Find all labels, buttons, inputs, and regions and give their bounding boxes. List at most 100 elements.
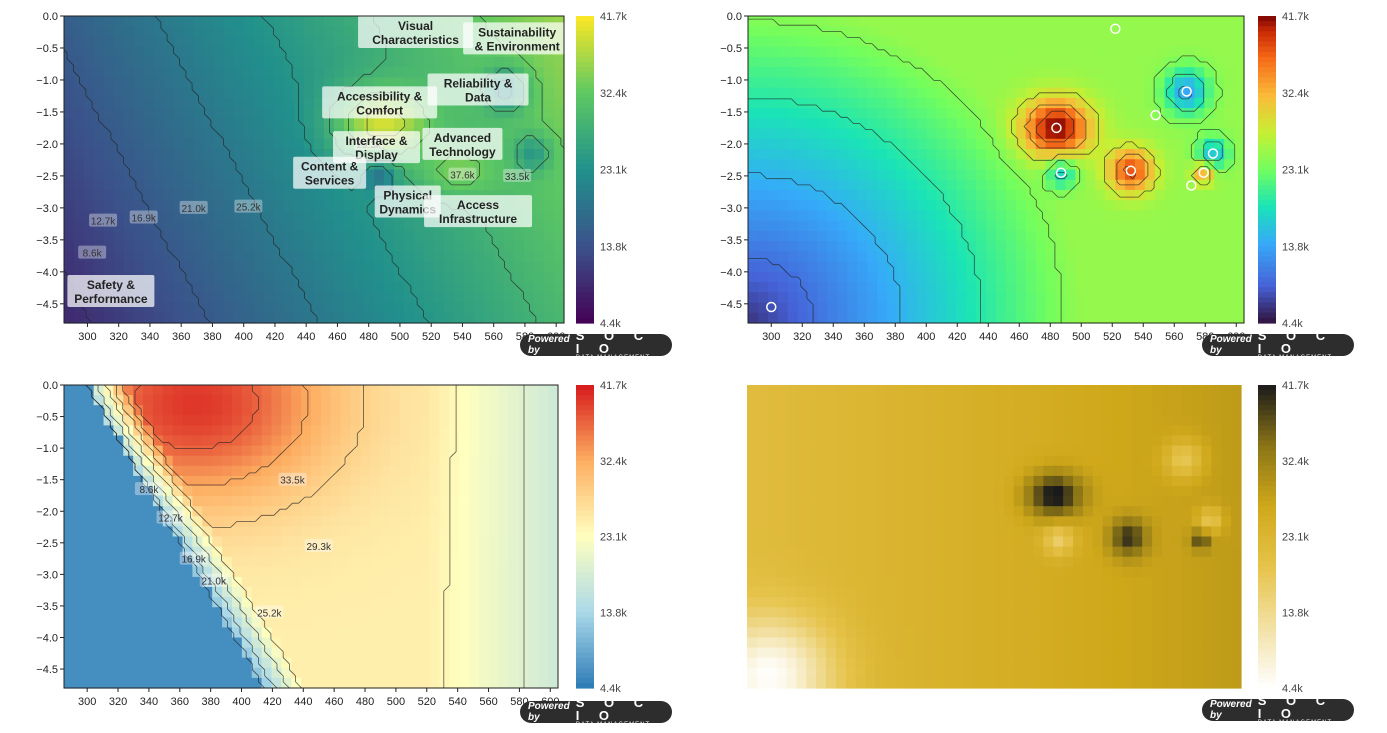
heatmap-cell <box>817 303 828 314</box>
heatmap-cell <box>907 313 918 324</box>
heatmap-cell <box>469 567 479 578</box>
heatmap-cell <box>946 118 957 129</box>
heatmap-cell <box>1006 221 1017 232</box>
heatmap-cell <box>164 210 175 221</box>
heatmap-cell <box>244 303 255 314</box>
heatmap-cell <box>404 47 415 58</box>
heatmap-cell <box>976 129 987 140</box>
heatmap-cell <box>183 395 193 406</box>
heatmap-cell <box>464 241 475 252</box>
heatmap-cell <box>1085 170 1096 181</box>
heatmap-cell <box>837 98 848 109</box>
heatmap-cell <box>877 77 888 88</box>
colorbar-step <box>1258 113 1276 119</box>
heatmap-cell <box>84 180 95 191</box>
heatmap-cell <box>370 567 380 578</box>
heatmap-cell <box>479 415 489 426</box>
heatmap-cell <box>464 303 475 314</box>
y-tick-label: −3.0 <box>36 569 58 581</box>
heatmap-cell <box>1194 231 1205 242</box>
heatmap-cell <box>183 466 193 477</box>
heatmap-cell <box>837 149 848 160</box>
heatmap-cell <box>173 617 183 628</box>
heatmap-cell <box>548 395 558 406</box>
heatmap-cell <box>242 405 252 416</box>
heatmap-cell <box>173 648 183 659</box>
heatmap-cell <box>1204 313 1215 324</box>
heatmap-cell <box>986 149 997 160</box>
heatmap-cell <box>410 456 420 467</box>
heatmap-cell <box>351 668 361 679</box>
heatmap-cell <box>1026 77 1037 88</box>
heatmap-cell <box>1095 36 1106 47</box>
heatmap-cell <box>351 567 361 578</box>
heatmap-cell <box>304 241 315 252</box>
heatmap-cell <box>788 149 799 160</box>
heatmap-cell <box>94 262 105 273</box>
heatmap-cell <box>956 57 967 68</box>
heatmap-cell <box>174 77 185 88</box>
heatmap-cell <box>867 139 878 150</box>
heatmap-cell <box>94 98 105 109</box>
heatmap-cell <box>113 547 123 558</box>
heatmap-cell <box>420 638 430 649</box>
heatmap-cell <box>163 617 173 628</box>
heatmap-cell <box>817 262 828 273</box>
heatmap-cell <box>354 190 365 201</box>
heatmap-cell <box>837 36 848 47</box>
heatmap-cell <box>748 251 759 262</box>
heatmap-cell <box>469 617 479 628</box>
heatmap-cell <box>1184 272 1195 283</box>
colorbar-step <box>576 415 594 421</box>
heatmap-cell <box>144 200 155 211</box>
heatmap-cell <box>284 118 295 129</box>
heatmap-cell <box>1234 241 1245 252</box>
heatmap-cell <box>1145 303 1156 314</box>
heatmap-cell <box>360 395 370 406</box>
heatmap-cell <box>331 577 341 588</box>
heatmap-cell <box>224 303 235 314</box>
colorbar-step <box>1258 205 1276 211</box>
heatmap-cell <box>174 170 185 181</box>
heatmap-cell <box>212 587 222 598</box>
heatmap-cell <box>1065 272 1076 283</box>
colorbar-step <box>576 134 594 140</box>
heatmap-cell <box>124 36 135 47</box>
heatmap-cell <box>464 272 475 283</box>
heatmap-cell <box>986 26 997 37</box>
heatmap-cell <box>479 436 489 447</box>
heatmap-cell <box>1155 221 1166 232</box>
heatmap-cell <box>434 118 445 129</box>
heatmap-cell <box>434 241 445 252</box>
heatmap-cell <box>154 272 165 283</box>
heatmap-cell <box>1125 221 1136 232</box>
colorbar-step <box>1258 57 1276 63</box>
heatmap-cell <box>1184 98 1195 109</box>
heatmap-cell <box>1026 47 1037 58</box>
heatmap-cell <box>144 108 155 119</box>
heatmap-cell <box>1046 47 1057 58</box>
heatmap-cell <box>143 668 153 679</box>
colorbar-step <box>576 582 594 588</box>
heatmap-cell <box>827 241 838 252</box>
heatmap-cell <box>927 57 938 68</box>
colorbar-step <box>1258 93 1276 99</box>
heatmap-cell <box>291 567 301 578</box>
heatmap-cell <box>173 476 183 487</box>
heatmap-cell <box>192 638 202 649</box>
heatmap-cell <box>344 303 355 314</box>
heatmap-cell <box>430 415 440 426</box>
heatmap-cell <box>469 476 479 487</box>
heatmap-cell <box>430 567 440 578</box>
heatmap-cell <box>548 577 558 588</box>
heatmap-cell <box>1224 118 1235 129</box>
heatmap-cell <box>104 587 114 598</box>
heatmap-cell <box>449 506 459 517</box>
heatmap-cell <box>554 67 565 78</box>
heatmap-cell <box>534 190 545 201</box>
heatmap-cell <box>214 26 225 37</box>
heatmap-cell <box>370 617 380 628</box>
